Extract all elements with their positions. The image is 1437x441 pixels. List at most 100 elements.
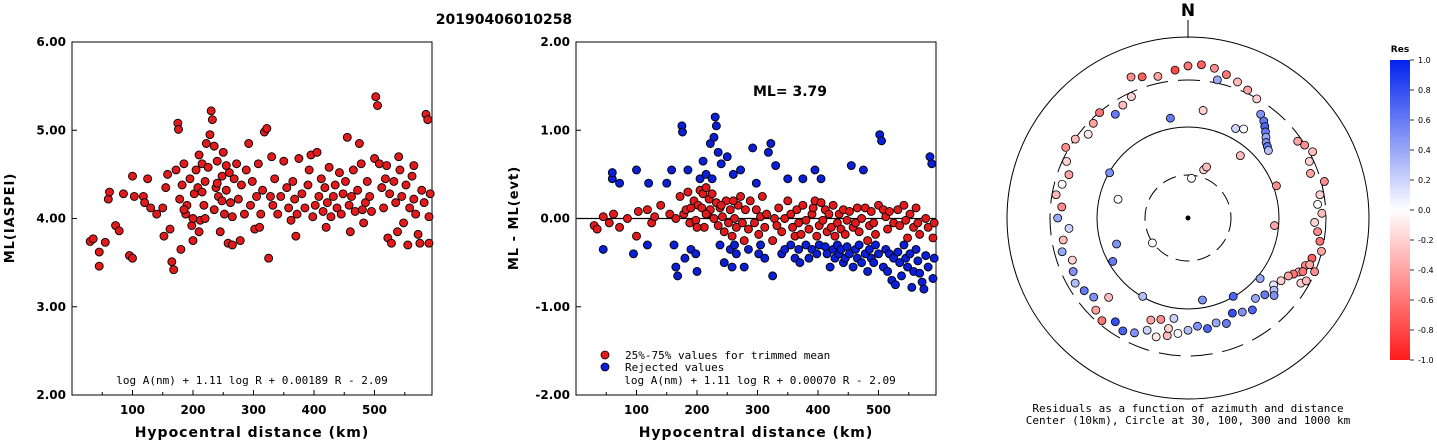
data-point xyxy=(255,222,265,232)
data-point xyxy=(253,159,263,169)
kept-point xyxy=(899,200,909,210)
data-point xyxy=(94,261,104,271)
station-point xyxy=(1151,332,1161,342)
data-point xyxy=(413,229,423,239)
rejected-point xyxy=(722,152,732,162)
kept-point xyxy=(928,233,938,243)
kept-point xyxy=(751,205,761,215)
station-point xyxy=(1130,328,1139,338)
kept-point xyxy=(893,205,903,215)
kept-point xyxy=(754,229,764,239)
kept-point xyxy=(929,218,939,228)
y-tick-label: 0.00 xyxy=(540,212,570,226)
kept-point xyxy=(911,203,921,213)
colorbar-tick-label: -1.0 xyxy=(1418,356,1434,365)
x-tick-label: 200 xyxy=(180,403,205,417)
data-point xyxy=(165,224,175,234)
data-point xyxy=(199,200,209,210)
station-point xyxy=(1221,319,1231,328)
data-point xyxy=(362,176,372,186)
rejected-point xyxy=(760,253,770,263)
kept-point xyxy=(816,198,826,208)
station-point xyxy=(1137,72,1147,82)
rejected-point xyxy=(798,174,808,184)
kept-point xyxy=(615,222,625,232)
data-point xyxy=(175,194,185,204)
data-points-1 xyxy=(85,92,435,275)
kept-point xyxy=(675,191,685,201)
kept-point xyxy=(863,236,873,246)
data-point xyxy=(227,212,237,222)
y-tick-label: 6.00 xyxy=(36,35,66,49)
legend: 25%-75% values for trimmed mean Rejected… xyxy=(600,349,830,374)
kept-point xyxy=(801,215,811,225)
kept-point xyxy=(777,227,787,237)
data-point xyxy=(345,227,355,237)
rejected-point xyxy=(857,258,867,268)
ring-300km xyxy=(1049,79,1327,357)
kept-point xyxy=(724,218,733,228)
axes-ticks-1: 100 200 300 400 500 2.00 3.00 4.00 5.00 6.00 xyxy=(36,35,406,417)
kept-point xyxy=(728,196,738,206)
data-point xyxy=(268,200,278,210)
ml-annotation: ML= 3.79 xyxy=(753,84,827,100)
rejected-point xyxy=(864,244,874,254)
x-tick-label: 400 xyxy=(805,403,830,417)
station-point xyxy=(1187,173,1196,183)
station-point xyxy=(1183,61,1193,71)
station-point xyxy=(1301,276,1311,286)
kept-point xyxy=(895,221,905,231)
data-point xyxy=(169,265,179,275)
station-point xyxy=(1057,247,1067,257)
station-point xyxy=(1079,286,1089,296)
kept-point xyxy=(915,229,925,239)
station-point xyxy=(1251,294,1260,303)
kept-point xyxy=(701,209,711,219)
rejected-point xyxy=(891,280,900,290)
data-point xyxy=(262,124,272,133)
rejected-point xyxy=(804,253,814,263)
colorbar-title: Res xyxy=(1391,45,1409,55)
kept-point xyxy=(903,233,913,243)
rejected-point xyxy=(691,249,701,259)
kept-point xyxy=(730,214,739,223)
colorbar-tick-label: -0.4 xyxy=(1418,266,1434,275)
data-point xyxy=(312,147,322,157)
data-point xyxy=(385,189,395,199)
kept-point xyxy=(743,224,753,234)
data-point xyxy=(310,200,320,210)
station-point xyxy=(1227,308,1237,318)
rejected-point xyxy=(727,262,737,272)
x-tick-label: 300 xyxy=(241,403,266,417)
data-point xyxy=(244,139,254,148)
data-point xyxy=(215,227,225,237)
station-point xyxy=(1110,317,1120,327)
kept-point xyxy=(866,206,876,216)
data-point xyxy=(276,191,286,201)
data-point xyxy=(395,165,405,175)
rejected-point xyxy=(816,174,826,184)
station-point xyxy=(1126,92,1136,102)
data-point xyxy=(357,205,367,215)
station-point xyxy=(1091,305,1101,315)
data-point xyxy=(220,209,229,219)
data-point xyxy=(338,189,348,199)
data-point xyxy=(143,174,153,184)
station-point xyxy=(1057,202,1067,212)
data-point xyxy=(324,162,334,172)
station-point xyxy=(1306,169,1315,178)
station-point xyxy=(1197,60,1206,70)
colorbar-tick-label: -0.2 xyxy=(1418,236,1434,245)
station-point xyxy=(1313,199,1323,209)
data-point xyxy=(229,174,239,184)
kept-point xyxy=(717,212,727,222)
kept-point xyxy=(905,209,915,219)
data-point xyxy=(221,161,231,171)
station-point xyxy=(1304,156,1314,166)
rejected-point xyxy=(711,121,721,131)
rejected-point xyxy=(927,159,937,169)
data-point xyxy=(100,237,110,247)
data-point xyxy=(397,191,407,201)
formula-1: log A(nm) + 1.11 log R + 0.00189 R - 2.0… xyxy=(116,374,388,387)
